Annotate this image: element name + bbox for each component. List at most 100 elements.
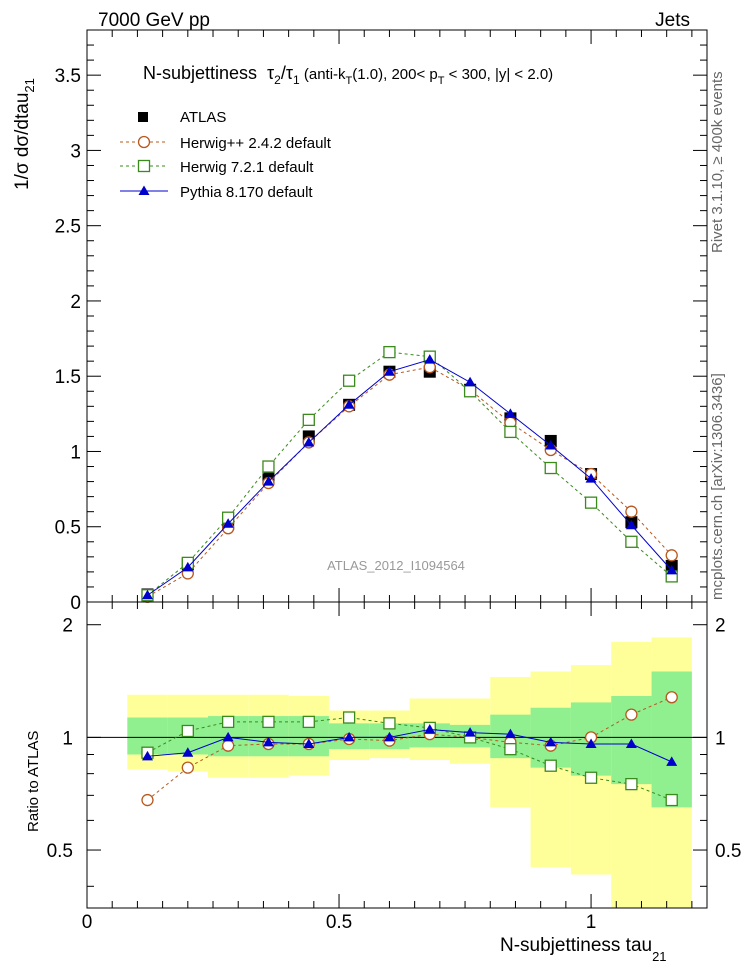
ratio-point-1 (342, 711, 356, 724)
main-ylabel-sub: 21 (22, 78, 37, 92)
ratio-xtick-label: 1 (586, 912, 597, 933)
main-point-2 (342, 374, 356, 387)
legend-marker-atlas (138, 112, 148, 122)
ratio-point-0 (221, 739, 235, 752)
xlabel: N-subjettiness tau21 (500, 935, 667, 964)
main-point-2 (625, 535, 638, 548)
main-point-2 (463, 385, 477, 398)
ratio-point-0 (665, 691, 678, 704)
main-title: N-subjettiness τ2/τ1 (anti-kT(1.0), 200< … (143, 63, 553, 87)
legend-label-herwigpp: Herwig++ 2.4.2 default (180, 135, 332, 152)
ratio-point-2 (424, 723, 436, 734)
ratio-point-2 (182, 747, 194, 757)
xlabel-sub: 21 (652, 949, 666, 964)
legend-label-herwig7: Herwig 7.2.1 default (180, 159, 314, 176)
main-ytick-label: 0.5 (55, 518, 81, 539)
ratio-series-line-0 (147, 696, 672, 801)
ratio-point-0 (141, 793, 154, 807)
ratio-point-1 (584, 771, 598, 784)
ratio-point-2 (585, 738, 597, 749)
ratio-point-0 (625, 708, 638, 721)
title-tau1-sub: 1 (293, 73, 300, 87)
main-point-2 (544, 461, 557, 475)
main-point-3 (383, 366, 395, 376)
main-point-2 (584, 496, 598, 509)
ratio-plot: 0.5 0.5 1 1 2 2 0 0.5 1 (47, 601, 741, 933)
ratio-point-2 (625, 738, 637, 749)
title-tau1: τ (286, 63, 293, 83)
legend-label-pythia: Pythia 8.170 default (180, 184, 313, 201)
ratio-xtick-label: 0.5 (326, 912, 352, 933)
ratio-point-2 (504, 728, 516, 739)
main-point-3 (343, 399, 355, 409)
main-point-3 (222, 518, 234, 528)
title-psub: T (438, 75, 445, 87)
main-point-3 (504, 408, 516, 418)
main-point-2 (262, 460, 275, 473)
ratio-point-2 (666, 756, 678, 766)
ratio-frame (86, 601, 708, 909)
main-point-3 (585, 473, 597, 483)
ratio-point-1 (221, 715, 235, 729)
ratio-series-line-2 (147, 728, 672, 763)
title-p2: (1.0), 200< p (352, 66, 437, 83)
watermark: ATLAS_2012_I1094564 (327, 558, 465, 573)
main-point-2 (302, 413, 315, 427)
ratio-point-1 (665, 793, 678, 807)
title-tau2: τ (267, 63, 274, 83)
main-ytick-label: 3 (70, 141, 81, 162)
title-main: N-subjettiness (143, 63, 257, 83)
ratio-point-1 (181, 724, 194, 738)
legend-label-atlas: ATLAS (180, 109, 226, 126)
title-p3: < 300, |y| < 2.0) (444, 66, 553, 83)
ratio-point-1 (262, 715, 275, 729)
rivet-label: Rivet 3.1.10, ≥ 400k events (709, 71, 726, 253)
main-point-3 (303, 436, 315, 447)
ratio-point-1 (544, 759, 557, 772)
main-point-3 (464, 376, 476, 387)
main-point-1 (665, 549, 678, 562)
category-label: Jets (655, 10, 690, 31)
title-ksub: T (346, 75, 353, 87)
ratio-ytick-label: 2 (62, 616, 73, 637)
ratio-point-2 (383, 731, 395, 742)
ratio-point-2 (141, 750, 153, 761)
ratio-point-2 (222, 731, 234, 742)
main-point-3 (262, 476, 274, 486)
mcplots-label: mcplots.cern.ch [arXiv:1306.3436] (709, 373, 726, 600)
ratio-point-2 (343, 731, 355, 742)
legend-marker-herwig7 (137, 159, 151, 173)
title-p1: (anti-k (300, 66, 346, 83)
ratio-point-0 (181, 761, 194, 774)
ratio-point-1 (625, 777, 638, 791)
legend-marker-herwigpp (137, 135, 151, 149)
xlabel-text: N-subjettiness tau (500, 935, 652, 956)
main-series-line-2 (147, 351, 673, 596)
ratio-xtick-label: 0 (82, 912, 93, 933)
main-series-line-1 (147, 366, 673, 598)
main-point-3 (424, 354, 436, 364)
main-point-3 (625, 519, 637, 530)
ratio-series-line-1 (147, 717, 672, 801)
main-point-3 (141, 589, 153, 600)
main-ytick-label: 1 (70, 442, 81, 463)
ratio-point-2 (545, 736, 557, 747)
main-plot: 0 0.5 1 1.5 2 2.5 3 3.5 (55, 29, 708, 614)
main-ytick-label: 0 (70, 593, 81, 614)
main-point-2 (383, 345, 396, 359)
ratio-point-1 (504, 743, 517, 756)
main-ytick-label: 2.5 (55, 217, 81, 238)
main-ytick-label: 1.5 (55, 367, 81, 388)
ratio-ytick-label: 0.5 (47, 841, 73, 862)
ratio-ytick-label-right: 2 (715, 616, 726, 637)
ratio-point-2 (262, 736, 274, 747)
ratio-point-2 (464, 727, 476, 737)
ratio-ytick-label: 1 (62, 728, 73, 749)
energy-label: 7000 GeV pp (98, 10, 210, 31)
main-point-2 (504, 425, 517, 439)
main-point-3 (666, 564, 678, 575)
main-ytick-label: 2 (70, 292, 81, 313)
main-point-3 (545, 439, 557, 450)
ratio-point-2 (303, 738, 315, 749)
